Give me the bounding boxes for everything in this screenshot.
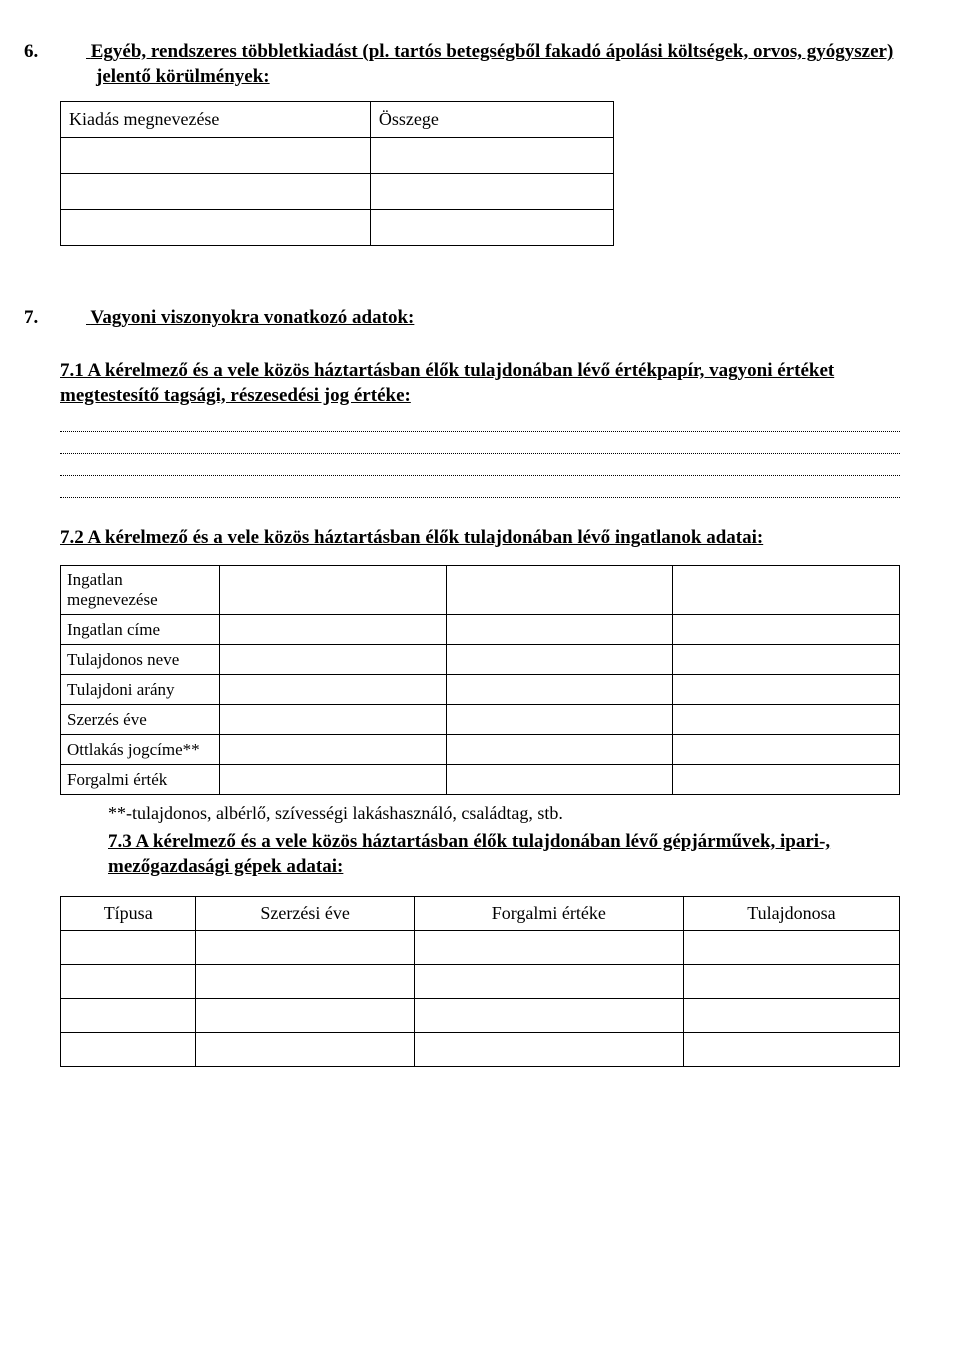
- fill-line[interactable]: [60, 480, 900, 498]
- section-7-heading: 7. Vagyoni viszonyokra vonatkozó adatok:: [60, 306, 900, 331]
- property-cell[interactable]: [220, 675, 447, 705]
- vehicle-col-owner: Tulajdonosa: [683, 896, 899, 930]
- property-row-label: Forgalmi érték: [61, 765, 220, 795]
- section-6-title: Egyéb, rendszeres többletkiadást (pl. ta…: [91, 41, 894, 87]
- property-table: Ingatlan megnevezése Ingatlan címe Tulaj…: [60, 565, 900, 795]
- property-cell[interactable]: [446, 615, 673, 645]
- table-row: Típusa Szerzési éve Forgalmi értéke Tula…: [61, 896, 900, 930]
- property-cell[interactable]: [220, 735, 447, 765]
- table-row: [61, 174, 614, 210]
- property-cell[interactable]: [220, 566, 447, 615]
- vehicle-cell[interactable]: [414, 964, 683, 998]
- property-cell[interactable]: [673, 735, 900, 765]
- property-footnote: **-tulajdonos, albérlő, szívességi lakás…: [108, 803, 900, 824]
- expense-col-name: Kiadás megnevezése: [61, 102, 371, 138]
- fill-line[interactable]: [60, 458, 900, 476]
- property-row-label: Ingatlan megnevezése: [61, 566, 220, 615]
- vehicle-cell[interactable]: [196, 964, 414, 998]
- fill-line[interactable]: [60, 414, 900, 432]
- property-row-label: Ottlakás jogcíme**: [61, 735, 220, 765]
- table-row: Forgalmi érték: [61, 765, 900, 795]
- table-row: [61, 964, 900, 998]
- property-cell[interactable]: [673, 705, 900, 735]
- vehicle-col-value: Forgalmi értéke: [414, 896, 683, 930]
- subsection-7-3-heading: 7.3 A kérelmező és a vele közös háztartá…: [108, 830, 900, 879]
- table-row: [61, 138, 614, 174]
- property-cell[interactable]: [673, 566, 900, 615]
- expense-amount-cell[interactable]: [370, 210, 614, 246]
- property-cell[interactable]: [673, 675, 900, 705]
- expense-amount-cell[interactable]: [370, 138, 614, 174]
- table-row: Ingatlan címe: [61, 615, 900, 645]
- expense-name-cell[interactable]: [61, 138, 371, 174]
- vehicle-cell[interactable]: [683, 1032, 899, 1066]
- section-7-number: 7.: [60, 306, 86, 331]
- property-row-label: Tulajdonos neve: [61, 645, 220, 675]
- property-row-label: Tulajdoni arány: [61, 675, 220, 705]
- vehicle-cell[interactable]: [196, 1032, 414, 1066]
- vehicle-cell[interactable]: [196, 930, 414, 964]
- property-row-label: Szerzés éve: [61, 705, 220, 735]
- section-7-title: Vagyoni viszonyokra vonatkozó adatok:: [90, 307, 414, 328]
- property-cell[interactable]: [446, 705, 673, 735]
- vehicle-cell[interactable]: [683, 998, 899, 1032]
- table-row: [61, 1032, 900, 1066]
- property-cell[interactable]: [673, 615, 900, 645]
- property-cell[interactable]: [446, 735, 673, 765]
- vehicle-cell[interactable]: [414, 930, 683, 964]
- property-cell[interactable]: [446, 675, 673, 705]
- table-row: Ottlakás jogcíme**: [61, 735, 900, 765]
- table-row: [61, 998, 900, 1032]
- vehicle-cell[interactable]: [683, 964, 899, 998]
- property-cell[interactable]: [673, 645, 900, 675]
- section-6-heading: 6. Egyéb, rendszeres többletkiadást (pl.…: [60, 40, 900, 89]
- table-row: [61, 930, 900, 964]
- vehicle-cell[interactable]: [61, 930, 196, 964]
- section-6-number: 6.: [60, 40, 86, 65]
- expense-amount-cell[interactable]: [370, 174, 614, 210]
- fill-line[interactable]: [60, 436, 900, 454]
- vehicle-cell[interactable]: [414, 998, 683, 1032]
- property-cell[interactable]: [446, 765, 673, 795]
- vehicle-cell[interactable]: [61, 998, 196, 1032]
- expense-name-cell[interactable]: [61, 210, 371, 246]
- table-row: Szerzés éve: [61, 705, 900, 735]
- vehicle-col-type: Típusa: [61, 896, 196, 930]
- property-cell[interactable]: [673, 765, 900, 795]
- vehicle-cell[interactable]: [414, 1032, 683, 1066]
- vehicle-cell[interactable]: [683, 930, 899, 964]
- expense-name-cell[interactable]: [61, 174, 371, 210]
- property-cell[interactable]: [220, 645, 447, 675]
- vehicle-cell[interactable]: [196, 998, 414, 1032]
- property-cell[interactable]: [446, 645, 673, 675]
- table-row: [61, 210, 614, 246]
- vehicle-table: Típusa Szerzési éve Forgalmi értéke Tula…: [60, 896, 900, 1067]
- table-row: Ingatlan megnevezése: [61, 566, 900, 615]
- vehicle-cell[interactable]: [61, 964, 196, 998]
- table-row: Tulajdoni arány: [61, 675, 900, 705]
- property-cell[interactable]: [446, 566, 673, 615]
- property-cell[interactable]: [220, 615, 447, 645]
- property-row-label: Ingatlan címe: [61, 615, 220, 645]
- vehicle-col-year: Szerzési éve: [196, 896, 414, 930]
- table-row: Tulajdonos neve: [61, 645, 900, 675]
- property-cell[interactable]: [220, 765, 447, 795]
- subsection-7-1-heading: 7.1 A kérelmező és a vele közös háztartá…: [60, 359, 900, 408]
- property-cell[interactable]: [220, 705, 447, 735]
- vehicle-cell[interactable]: [61, 1032, 196, 1066]
- subsection-7-2-heading: 7.2 A kérelmező és a vele közös háztartá…: [60, 526, 900, 551]
- dotted-fill-lines: [60, 414, 900, 498]
- expense-col-amount: Összege: [370, 102, 614, 138]
- table-row: Kiadás megnevezése Összege: [61, 102, 614, 138]
- expense-table: Kiadás megnevezése Összege: [60, 101, 614, 246]
